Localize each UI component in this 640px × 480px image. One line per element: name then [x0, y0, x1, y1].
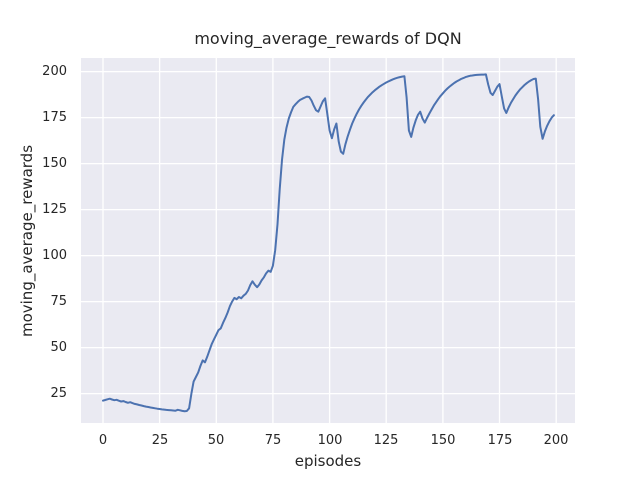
x-axis-label: episodes: [294, 452, 362, 470]
y-tick-label: 75: [50, 294, 67, 309]
x-tick-label: 0: [98, 433, 108, 448]
x-tick-label: 25: [151, 433, 169, 448]
y-tick-label: 25: [50, 386, 67, 401]
y-tick-label: 50: [50, 340, 67, 355]
x-tick-label: 125: [373, 433, 399, 448]
x-tick-label: 50: [207, 433, 225, 448]
y-tick-label: 150: [42, 156, 67, 171]
y-tick-label: 175: [42, 110, 67, 125]
chart-title: moving_average_rewards of DQN: [194, 29, 462, 48]
y-tick-label: 125: [42, 202, 67, 217]
x-tick-label: 75: [264, 433, 282, 448]
reward-line: [102, 73, 555, 413]
x-tick-label: 150: [430, 433, 456, 448]
y-tick-label: 200: [42, 64, 67, 79]
x-tick-label: 175: [487, 433, 513, 448]
x-tick-label: 100: [317, 433, 343, 448]
x-tick-label: 200: [543, 433, 569, 448]
y-tick-label: 100: [42, 248, 67, 263]
